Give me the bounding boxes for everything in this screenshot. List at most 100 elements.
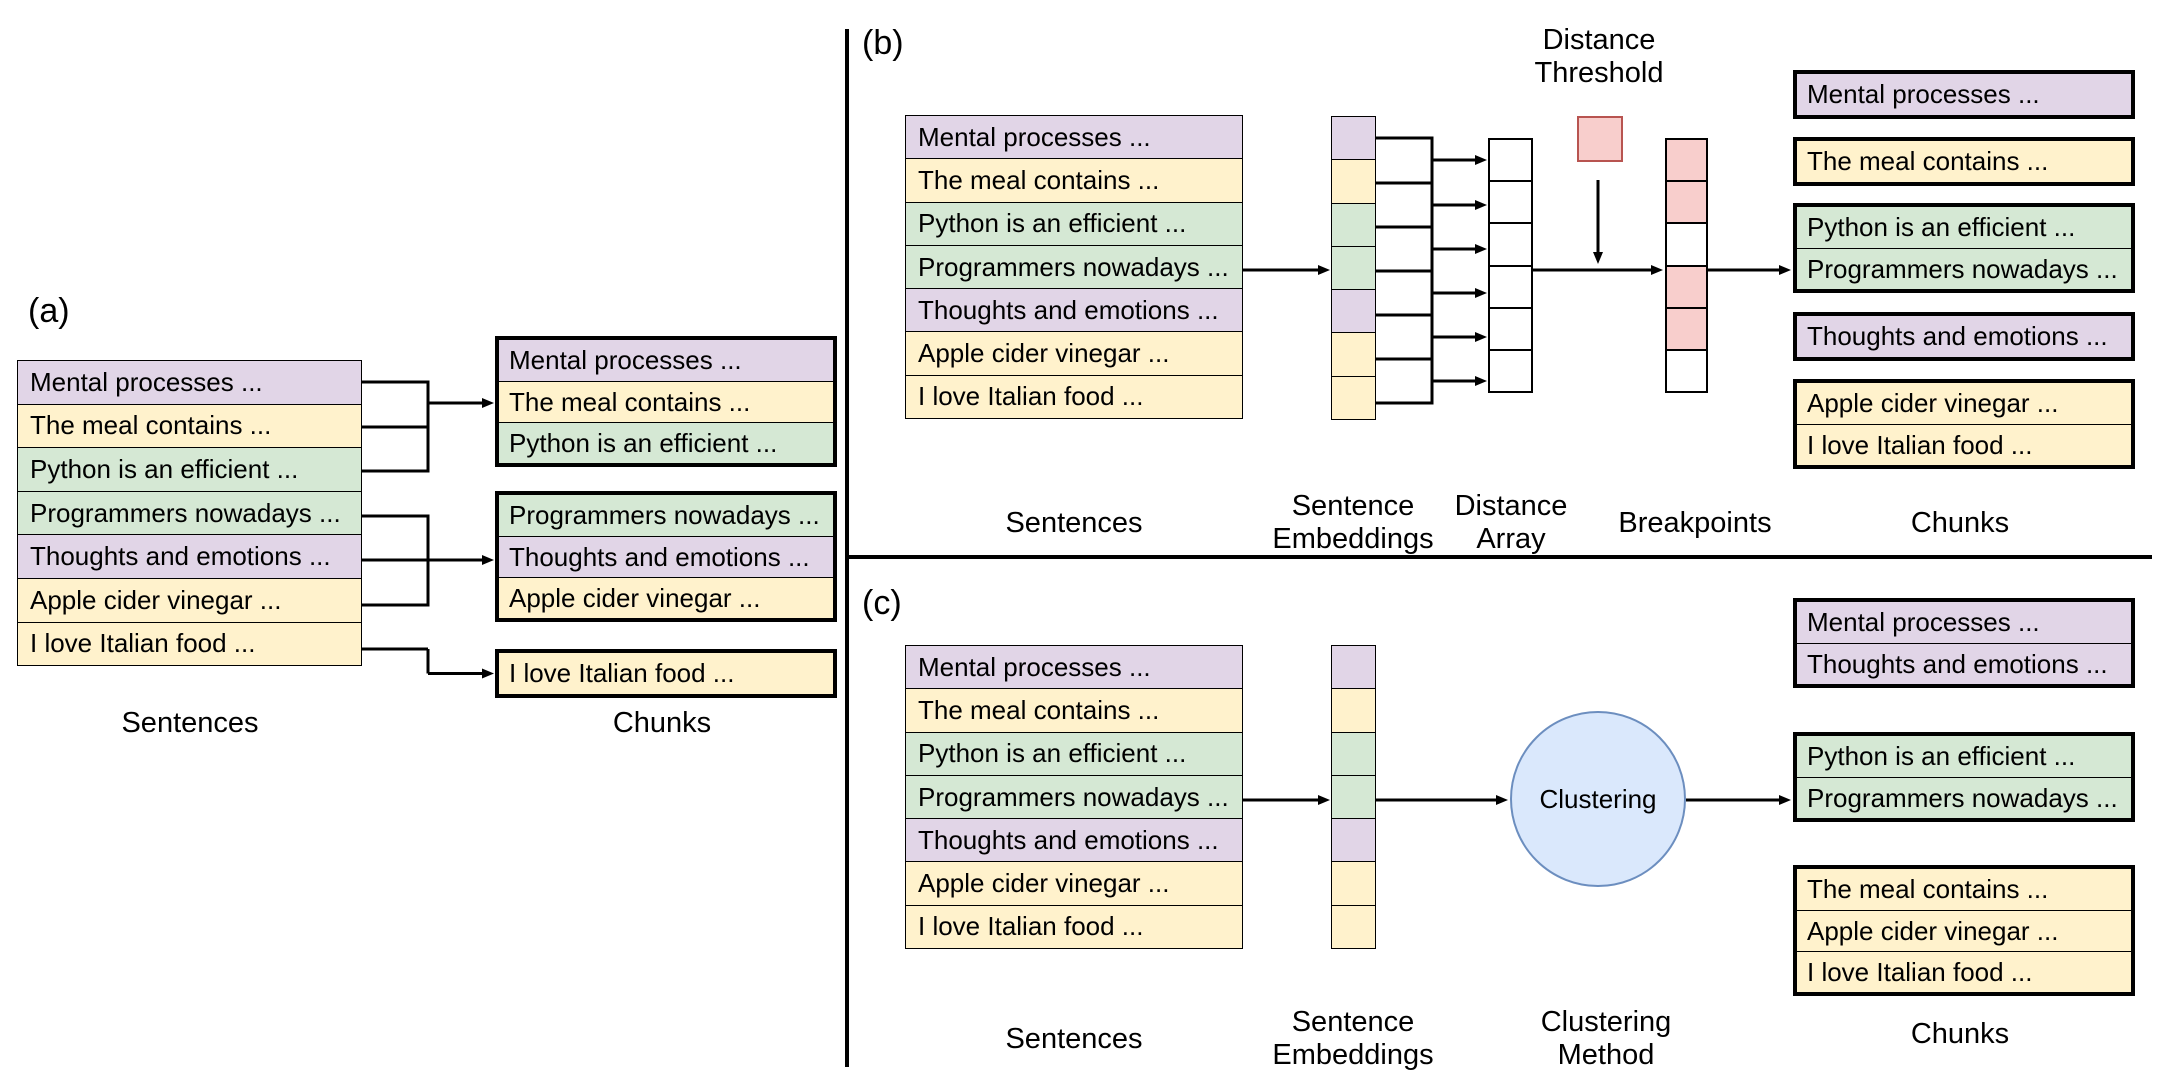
panel-b-chunk-2: The meal contains ... bbox=[1793, 137, 2135, 186]
breakpoint-cell bbox=[1665, 180, 1708, 225]
panel-a-sentences-label: Sentences bbox=[121, 707, 259, 739]
chunk-row: Apple cider vinegar ... bbox=[499, 577, 833, 618]
sentence-row: Thoughts and emotions ... bbox=[905, 288, 1243, 333]
sentence-row: I love Italian food ... bbox=[905, 374, 1243, 420]
embedding-cell bbox=[1331, 332, 1376, 377]
panel-b-sentences-label: Sentences bbox=[1005, 507, 1143, 539]
panel-a-sentence-list: Mental processes ... The meal contains .… bbox=[17, 360, 362, 667]
panel-b-distance-array bbox=[1488, 138, 1533, 394]
panel-b-breakpoints-label: Breakpoints bbox=[1618, 507, 1772, 539]
breakpoint-cell bbox=[1665, 138, 1708, 183]
sentence-row: The meal contains ... bbox=[905, 158, 1243, 203]
embedding-cell bbox=[1331, 818, 1376, 863]
embedding-cell bbox=[1331, 245, 1376, 291]
sentence-row: Programmers nowadays ... bbox=[905, 774, 1243, 820]
sentence-row: Apple cider vinegar ... bbox=[905, 331, 1243, 376]
breakpoint-cell bbox=[1665, 306, 1708, 351]
chunk-row: Python is an efficient ... bbox=[1797, 736, 2131, 777]
distance-cell bbox=[1488, 264, 1533, 309]
sentence-row: Programmers nowadays ... bbox=[17, 490, 362, 536]
panel-c-embedding-column bbox=[1331, 645, 1376, 950]
panel-a-chunk-2: Programmers nowadays ... Thoughts and em… bbox=[495, 491, 837, 622]
panel-b-tag: (b) bbox=[862, 24, 904, 62]
breakpoint-cell bbox=[1665, 348, 1708, 394]
panel-c-sentence-list: Mental processes ... The meal contains .… bbox=[905, 645, 1243, 950]
panel-b-sentence-list: Mental processes ... The meal contains .… bbox=[905, 115, 1243, 420]
embedding-cell bbox=[1331, 116, 1376, 161]
distance-cell bbox=[1488, 222, 1533, 267]
panel-c-chunk-3: The meal contains ... Apple cider vinega… bbox=[1793, 865, 2135, 996]
panel-c-clustering-method-label: Clustering Method bbox=[1540, 1006, 1672, 1072]
clustering-circle: Clustering bbox=[1510, 711, 1686, 887]
sentence-row: Programmers nowadays ... bbox=[905, 244, 1243, 290]
chunk-row: Apple cider vinegar ... bbox=[1797, 383, 2131, 424]
panel-a-chunk-3: I love Italian food ... bbox=[495, 649, 837, 698]
sentence-row: Python is an efficient ... bbox=[905, 201, 1243, 246]
embedding-cell bbox=[1331, 904, 1376, 950]
distance-cell bbox=[1488, 180, 1533, 225]
distance-cell bbox=[1488, 138, 1533, 183]
sentence-row: Mental processes ... bbox=[17, 360, 362, 405]
panel-b-embedding-column bbox=[1331, 116, 1376, 421]
chunk-row: Mental processes ... bbox=[1797, 602, 2131, 643]
distance-cell bbox=[1488, 306, 1533, 351]
sentence-row: Mental processes ... bbox=[905, 645, 1243, 690]
chunk-row: Apple cider vinegar ... bbox=[1797, 910, 2131, 951]
chunk-row: I love Italian food ... bbox=[499, 653, 833, 694]
chunk-row: Python is an efficient ... bbox=[1797, 207, 2131, 248]
chunk-row: Programmers nowadays ... bbox=[1797, 777, 2131, 818]
panel-b-chunks-label: Chunks bbox=[1910, 507, 2010, 539]
distance-threshold-label: Distance Threshold bbox=[1534, 24, 1664, 90]
panel-a-chunk-1: Mental processes ... The meal contains .… bbox=[495, 336, 837, 467]
chunk-row: Mental processes ... bbox=[499, 340, 833, 381]
chunk-row: I love Italian food ... bbox=[1797, 951, 2131, 992]
chunk-row: Programmers nowadays ... bbox=[1797, 248, 2131, 289]
chunk-row: Thoughts and emotions ... bbox=[1797, 643, 2131, 684]
sentence-row: Python is an efficient ... bbox=[17, 447, 362, 492]
panel-c-chunks-label: Chunks bbox=[1910, 1018, 2010, 1050]
sentence-row: Thoughts and emotions ... bbox=[905, 818, 1243, 863]
chunk-row: The meal contains ... bbox=[1797, 141, 2131, 182]
sentence-row: The meal contains ... bbox=[905, 688, 1243, 733]
embedding-cell bbox=[1331, 861, 1376, 906]
panel-c-tag: (c) bbox=[862, 584, 902, 622]
chunk-row: Programmers nowadays ... bbox=[499, 495, 833, 536]
panel-a-tag: (a) bbox=[28, 292, 70, 330]
chunk-row: Thoughts and emotions ... bbox=[1797, 316, 2131, 357]
panel-b-distance-array-label: Distance Array bbox=[1454, 490, 1568, 556]
panel-c-sentences-label: Sentences bbox=[1005, 1023, 1143, 1055]
chunk-row: Thoughts and emotions ... bbox=[499, 536, 833, 577]
panel-b-chunk-3: Python is an efficient ... Programmers n… bbox=[1793, 203, 2135, 293]
sentence-row: I love Italian food ... bbox=[17, 621, 362, 667]
chunk-row: The meal contains ... bbox=[499, 381, 833, 422]
breakpoint-cell bbox=[1665, 264, 1708, 309]
chunk-row: The meal contains ... bbox=[1797, 869, 2131, 910]
embedding-cell bbox=[1331, 202, 1376, 247]
panel-a-chunks-label: Chunks bbox=[612, 707, 712, 739]
panel-b-chunk-5: Apple cider vinegar ... I love Italian f… bbox=[1793, 379, 2135, 469]
panel-b-chunk-1: Mental processes ... bbox=[1793, 70, 2135, 119]
embedding-cell bbox=[1331, 645, 1376, 690]
panel-c-embeddings-label: Sentence Embeddings bbox=[1272, 1006, 1434, 1072]
panel-c-chunk-2: Python is an efficient ... Programmers n… bbox=[1793, 732, 2135, 822]
embedding-cell bbox=[1331, 375, 1376, 421]
panel-b-chunk-4: Thoughts and emotions ... bbox=[1793, 312, 2135, 361]
embedding-cell bbox=[1331, 159, 1376, 204]
chunk-row: Python is an efficient ... bbox=[499, 422, 833, 463]
sentence-row: Apple cider vinegar ... bbox=[17, 577, 362, 623]
panel-b-embeddings-label: Sentence Embeddings bbox=[1272, 490, 1434, 556]
panel-c-chunk-1: Mental processes ... Thoughts and emotio… bbox=[1793, 598, 2135, 688]
chunk-row: Mental processes ... bbox=[1797, 74, 2131, 115]
sentence-row: The meal contains ... bbox=[17, 403, 362, 449]
sentence-row: Thoughts and emotions ... bbox=[17, 534, 362, 579]
distance-threshold-box bbox=[1577, 116, 1623, 162]
distance-cell bbox=[1488, 348, 1533, 394]
chunk-row: I love Italian food ... bbox=[1797, 424, 2131, 465]
embedding-cell bbox=[1331, 731, 1376, 776]
panel-a-connectors bbox=[362, 380, 494, 679]
sentence-row: Apple cider vinegar ... bbox=[905, 861, 1243, 906]
embedding-cell bbox=[1331, 774, 1376, 820]
embedding-cell bbox=[1331, 289, 1376, 334]
embedding-cell bbox=[1331, 688, 1376, 733]
